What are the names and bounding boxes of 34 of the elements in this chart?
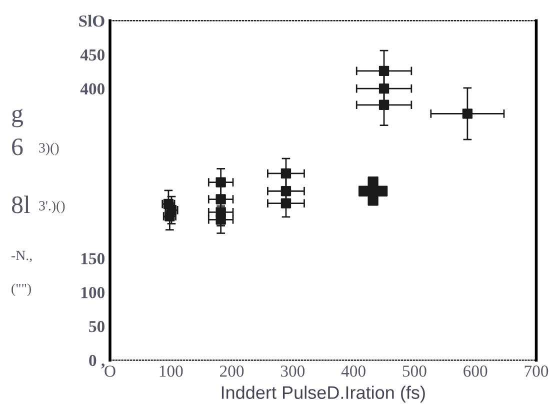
- text: g: [12, 109, 24, 128]
- point: [280, 198, 292, 208]
- x-tick-label: 600: [464, 366, 488, 377]
- y-tick-label: 0 ,: [89, 354, 105, 369]
- y-tick-label: 100: [81, 286, 105, 298]
- y-tick-label: 150: [81, 253, 105, 264]
- point: [216, 177, 226, 188]
- point: [462, 108, 473, 119]
- text: 3)(): [39, 142, 59, 156]
- y-tick-label: 400: [80, 83, 105, 95]
- text: 8l: [12, 196, 30, 214]
- point: [378, 66, 390, 76]
- x-tick-label: O: [104, 366, 116, 377]
- text: (""): [12, 284, 31, 296]
- point: [280, 186, 292, 196]
- point: [378, 100, 390, 110]
- x-tick-label: 300: [280, 366, 305, 377]
- point: [216, 214, 226, 225]
- x-axis-title: Inddert PulseD.Iration (fs): [222, 386, 425, 403]
- x-tick-label: 400: [341, 366, 366, 377]
- y-tick-label: 450: [80, 49, 105, 61]
- text: 3'.)(): [39, 200, 65, 214]
- text: 6: [12, 138, 23, 156]
- y-tick-label: SlO: [79, 14, 104, 27]
- x-tick-label: 700: [524, 366, 548, 377]
- y-tick-label: 50: [89, 320, 105, 332]
- point: [216, 194, 226, 204]
- point: [280, 168, 292, 179]
- point: [378, 84, 390, 94]
- x-tick-label: 500: [402, 366, 426, 377]
- x-tick-label: 200: [220, 366, 244, 377]
- text: -N.,: [12, 250, 32, 262]
- point: [358, 176, 388, 206]
- x-tick-label: 100: [160, 366, 183, 377]
